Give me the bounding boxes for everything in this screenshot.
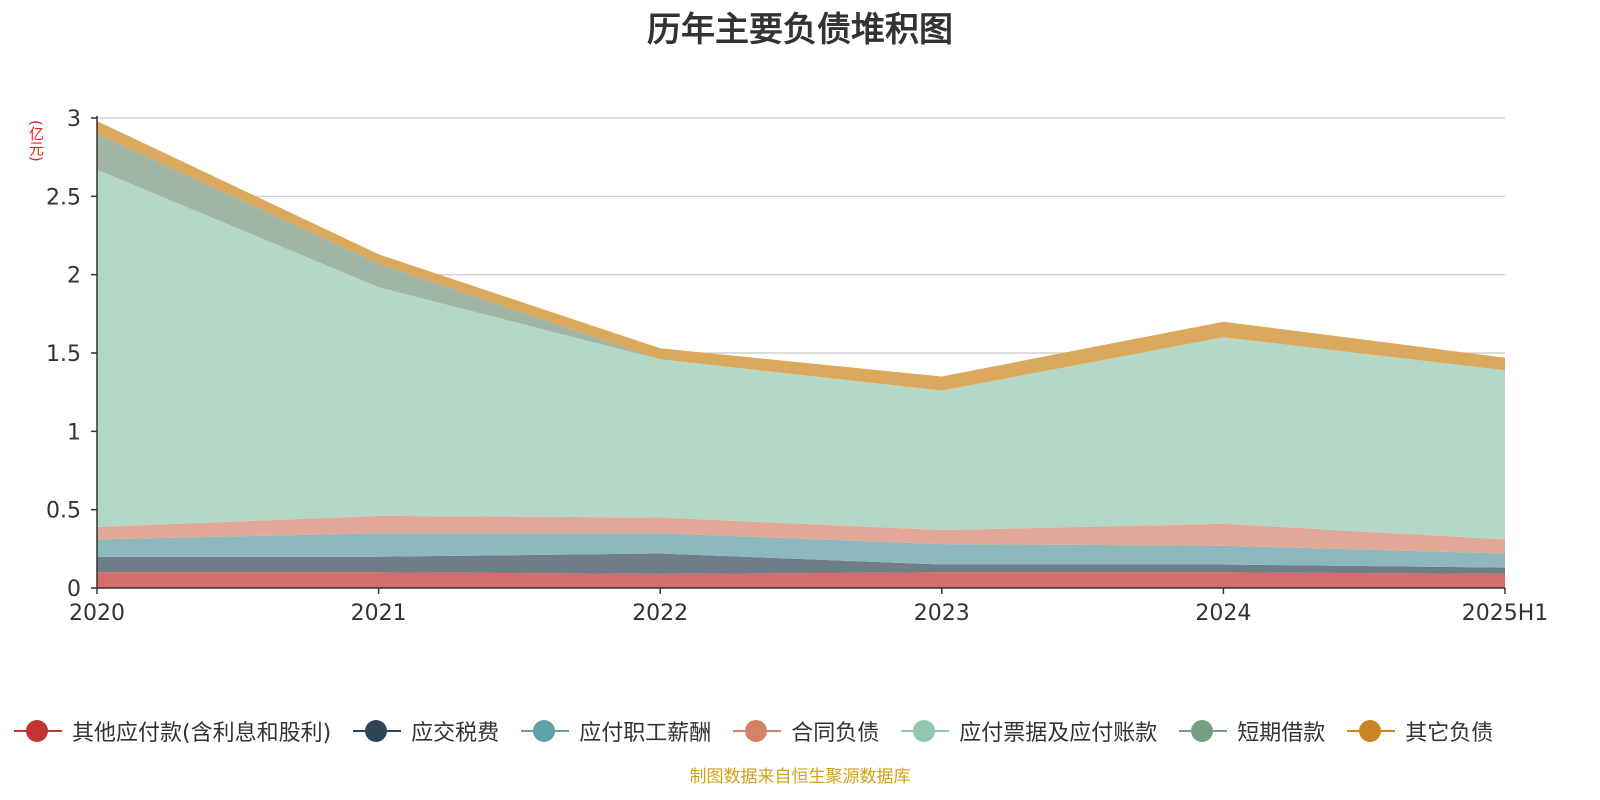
y-tick-label-5: 2.5 [46, 185, 81, 210]
y-tick-label-1: 0.5 [46, 499, 81, 524]
y-axis-unit-label: (亿元) [27, 120, 45, 162]
axes: 0 0.5 1 1.5 2 2.5 3 2020 2021 2022 2023 2024 2025H1 [46, 107, 1548, 626]
legend-marker-icon [1179, 719, 1228, 743]
area-series [97, 121, 1505, 588]
source-note: 制图数据来自恒生聚源数据库 [689, 767, 911, 787]
y-tick-label-2: 1 [67, 420, 81, 445]
legend-item-3[interactable]: 合同负债 [733, 715, 879, 747]
legend-label: 应付票据及应付账款 [959, 721, 1158, 746]
legend-label: 短期借款 [1237, 721, 1326, 746]
x-tick-label-3: 2023 [914, 601, 970, 626]
legend-label: 其它负债 [1405, 721, 1494, 746]
legend-label: 应交税费 [411, 721, 500, 746]
area-series-3 [97, 515, 1505, 554]
legend-marker-icon [901, 719, 950, 743]
legend-item-2[interactable]: 应付职工薪酬 [521, 715, 711, 747]
area-series-6 [97, 121, 1505, 391]
legend: 其他应付款(含利息和股利) 应交税费 应付职工薪酬 合同负债 应付票据及应付账款 短期借款… [14, 716, 1600, 746]
legend-label: 合同负债 [791, 721, 880, 746]
legend-label: 应付职工薪酬 [579, 721, 712, 746]
y-tick-label-6: 3 [67, 107, 81, 132]
legend-item-5[interactable]: 短期借款 [1179, 715, 1325, 747]
area-series-0 [97, 572, 1505, 588]
legend-item-1[interactable]: 应交税费 [353, 715, 499, 747]
legend-item-0[interactable]: 其他应付款(含利息和股利) [14, 715, 331, 747]
legend-marker-icon [1347, 719, 1396, 743]
chart-title: 历年主要负债堆积图 [647, 10, 953, 50]
legend-item-4[interactable]: 应付票据及应付账款 [901, 715, 1157, 747]
area-series-2 [97, 533, 1505, 568]
legend-label: 其他应付款(含利息和股利) [72, 721, 332, 746]
x-tick-label-0: 2020 [69, 601, 125, 626]
x-tick-label-5: 2025H1 [1462, 601, 1549, 626]
y-tick-label-3: 1.5 [46, 342, 81, 367]
y-tick-label-0: 0 [67, 577, 81, 602]
legend-marker-icon [353, 719, 402, 743]
x-tick-label-1: 2021 [351, 601, 407, 626]
legend-marker-icon [521, 719, 570, 743]
legend-marker-icon [733, 719, 782, 743]
x-tick-label-4: 2024 [1195, 601, 1251, 626]
area-series-4 [97, 169, 1505, 540]
y-tick-label-4: 2 [67, 264, 81, 289]
legend-marker-icon [14, 719, 62, 743]
legend-item-6[interactable]: 其它负债 [1347, 715, 1493, 747]
area-series-1 [97, 553, 1505, 574]
x-tick-label-2: 2022 [632, 601, 688, 626]
